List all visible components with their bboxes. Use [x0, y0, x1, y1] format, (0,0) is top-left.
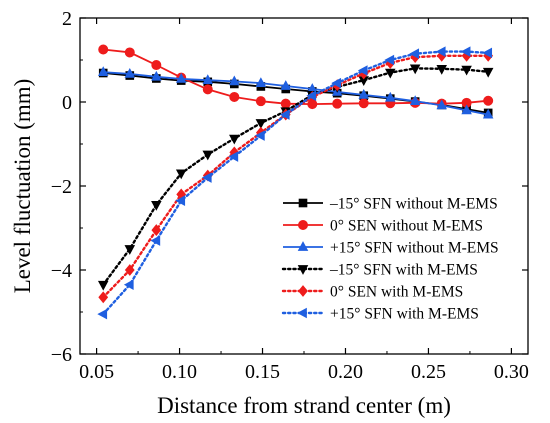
data-point — [97, 308, 108, 320]
data-point — [175, 169, 187, 180]
data-point — [460, 46, 471, 57]
legend-marker — [297, 265, 309, 275]
data-point — [483, 95, 494, 106]
data-point — [436, 99, 447, 110]
series-3 — [97, 66, 494, 119]
data-point — [175, 195, 186, 206]
series-layer — [97, 44, 494, 320]
legend-label: 0° SEN without M-EMS — [330, 218, 483, 235]
series-line — [102, 54, 490, 299]
data-point — [482, 47, 493, 59]
y-tick-label: 2 — [62, 8, 72, 30]
legend-label: –15° SFN without M-EMS — [329, 196, 498, 213]
data-point — [151, 201, 162, 211]
y-axis-title: Level fluctuation (mm) — [10, 79, 35, 294]
legend-item: +15° SFN without M-EMS — [283, 240, 499, 257]
data-point — [358, 98, 369, 109]
legend-item: 0° SEN without M-EMS — [283, 218, 483, 235]
data-point — [123, 279, 134, 290]
data-point — [461, 65, 472, 76]
legend-marker — [297, 307, 307, 319]
data-point — [151, 70, 162, 81]
data-point — [228, 151, 239, 162]
legend-item: +15° SFN with M-EMS — [281, 306, 479, 323]
legend-marker — [297, 219, 308, 230]
series-line — [103, 71, 489, 116]
data-point — [358, 88, 370, 99]
legend-marker — [298, 285, 308, 297]
axes: 0.05 0.10 0.15 0.20 0.25 0.30 2 0 −2 −4 −6 — [51, 8, 529, 383]
x-tick-label: 0.05 — [79, 361, 114, 383]
data-point — [201, 172, 212, 183]
x-tick-label: 0.10 — [162, 361, 197, 383]
data-point — [331, 77, 342, 89]
data-point — [151, 60, 162, 71]
data-point — [255, 96, 266, 107]
data-point — [385, 68, 396, 79]
data-point — [482, 108, 494, 119]
data-point — [384, 54, 395, 66]
data-point — [409, 64, 421, 75]
legend-label: +15° SFN without M-EMS — [330, 240, 499, 257]
y-tick-label: −2 — [51, 176, 72, 198]
y-tick-label: 0 — [62, 92, 72, 114]
series-line — [102, 67, 490, 286]
data-point — [254, 130, 265, 141]
series-6 — [97, 46, 493, 320]
data-point — [229, 75, 240, 86]
y-tick-label: −6 — [51, 344, 72, 366]
legend-item: 0° SEN with M-EMS — [281, 284, 463, 301]
data-point — [255, 119, 267, 129]
legend-label: –15° SFN with M-EMS — [329, 262, 478, 279]
data-point — [279, 109, 290, 120]
y-tick-label: −4 — [51, 260, 72, 282]
data-point — [202, 84, 213, 95]
data-point — [436, 64, 447, 75]
data-point — [202, 150, 214, 161]
data-point — [409, 95, 421, 106]
data-point — [409, 48, 420, 59]
data-point — [280, 98, 291, 109]
legend-label: +15° SFN with M-EMS — [330, 306, 479, 323]
data-point — [482, 67, 494, 78]
legend-item: –15° SFN without M-EMS — [283, 196, 498, 213]
data-point — [124, 67, 136, 78]
legend-marker — [297, 241, 309, 251]
series-line — [102, 50, 490, 316]
data-point — [435, 46, 446, 57]
data-point — [280, 80, 292, 90]
legend-item: –15° SFN with M-EMS — [281, 262, 478, 279]
data-point — [306, 90, 317, 101]
data-point — [124, 264, 135, 276]
data-point — [357, 65, 368, 76]
x-axis-title: Distance from strand center (m) — [157, 393, 451, 418]
data-point — [150, 235, 161, 246]
data-point — [97, 66, 109, 77]
data-point — [97, 280, 109, 291]
data-point — [229, 91, 240, 102]
x-tick-label: 0.15 — [245, 361, 280, 383]
legend-marker — [298, 198, 308, 208]
x-tick-label: 0.30 — [494, 361, 529, 383]
data-point — [461, 104, 472, 115]
x-tick-label: 0.20 — [328, 361, 363, 383]
data-point — [175, 72, 187, 83]
data-point — [98, 291, 109, 304]
plot-border — [79, 17, 529, 355]
legend: –15° SFN without M-EMS 0° SEN without M-E… — [281, 196, 499, 323]
data-point — [255, 77, 267, 87]
data-point — [385, 91, 396, 102]
plot-area — [79, 17, 529, 355]
data-point — [332, 98, 343, 109]
data-point — [124, 245, 136, 255]
data-point — [98, 44, 109, 55]
data-point — [202, 74, 214, 85]
data-point — [124, 47, 135, 58]
legend-label: 0° SEN with M-EMS — [330, 284, 463, 301]
series-4 — [97, 64, 494, 291]
data-point — [151, 224, 162, 237]
x-tick-label: 0.25 — [411, 361, 446, 383]
data-point — [229, 134, 240, 145]
